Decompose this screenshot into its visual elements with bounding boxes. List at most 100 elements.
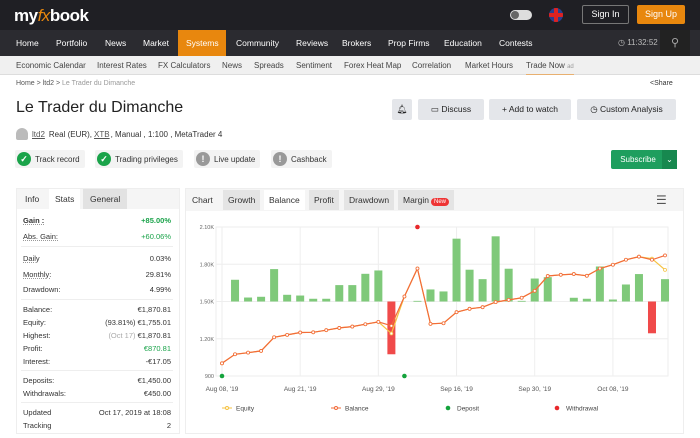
language-flag-icon[interactable] [549, 8, 563, 22]
nav-brokers[interactable]: Brokers [342, 38, 372, 48]
custom-label: Custom Analysis [599, 104, 663, 114]
badge-label: Track record [35, 154, 80, 164]
discuss-button[interactable]: ▭ Discuss [418, 99, 484, 120]
breadcrumb-home[interactable]: Home [16, 80, 35, 87]
badge-trading-privileges[interactable]: ✓ Trading privileges [95, 150, 183, 168]
daily-label[interactable]: Daily [23, 254, 40, 263]
chart-settings-icon[interactable]: ☰ [656, 193, 667, 207]
nav-market[interactable]: Market [143, 38, 169, 48]
subnav-economic-calendar[interactable]: Economic Calendar [16, 61, 86, 70]
tab-balance[interactable]: Balance [264, 190, 305, 210]
drawdown-label: Drawdown: [23, 285, 61, 294]
legend-label: Withdrawal [566, 406, 599, 413]
abs-gain-label[interactable]: Abs. Gain: [23, 232, 59, 241]
sign-in-button[interactable]: Sign In [582, 5, 629, 24]
breadcrumb-user[interactable]: ltd2 [42, 80, 54, 87]
tab-info[interactable]: Info [25, 194, 40, 204]
nav-portfolio[interactable]: Portfolio [56, 38, 88, 48]
balance-point [389, 323, 394, 328]
badge-live-update[interactable]: ! Live update [194, 150, 261, 168]
subnav-spreads[interactable]: Spreads [254, 61, 284, 70]
subnav-market-hours[interactable]: Market Hours [465, 61, 514, 70]
sign-up-button[interactable]: Sign Up [637, 5, 685, 24]
balance-chart: 900 1.20K 1.50K 1.80K 2.10K Aug 08, '19 Aug 21… [200, 224, 670, 413]
chevron-down-icon[interactable]: ⌄ [662, 150, 677, 169]
subnav-sentiment[interactable]: Sentiment [296, 61, 333, 70]
x-tick-label: Aug 21, '19 [284, 386, 317, 393]
deposits-label: Deposits: [23, 376, 55, 385]
equity-point [663, 267, 667, 272]
tab-drawdown[interactable]: Drawdown [344, 190, 395, 210]
custom-analysis-button[interactable]: ◷ Custom Analysis [577, 99, 676, 120]
balance-point [519, 295, 524, 300]
monthly-label[interactable]: Monthly: [23, 270, 52, 279]
profit-bar [270, 269, 279, 302]
subnav-heat-map[interactable]: Forex Heat Map [344, 61, 402, 70]
subnav-news[interactable]: News [222, 61, 243, 70]
logo[interactable]: myfxbook [14, 6, 89, 25]
y-tick-label: 900 [205, 374, 214, 380]
subscribe-button[interactable]: Subscribe [611, 150, 665, 169]
nav-prop-firms[interactable]: Prop Firms [388, 38, 430, 48]
notify-bell-icon[interactable]: 🔔︎ [392, 99, 412, 120]
monthly-value: 29.81% [145, 270, 171, 279]
tab-stats[interactable]: Stats [49, 189, 81, 209]
balance-point [285, 333, 290, 337]
profit-bar [491, 236, 500, 302]
nav-education[interactable]: Education [444, 38, 482, 48]
user-avatar-icon [16, 128, 28, 140]
nav-reviews[interactable]: Reviews [296, 38, 329, 48]
tab-profit[interactable]: Profit [309, 190, 339, 210]
tracking-value: 2 [166, 421, 171, 430]
tab-margin[interactable]: Margin New [398, 190, 454, 210]
deposit-marker [219, 373, 225, 379]
share-icon: < [650, 80, 655, 87]
gain-label[interactable]: Gain : [23, 216, 45, 225]
broker-link[interactable]: XTB [94, 129, 110, 139]
profit-bar [661, 279, 670, 302]
profit-bar [231, 279, 240, 302]
badge-cashback[interactable]: ! Cashback [271, 150, 332, 168]
share-button[interactable]: <Share [650, 80, 673, 87]
breadcrumb: Home > ltd2 > Le Trader du Dimanche [16, 80, 135, 87]
search-icon[interactable]: ⚲ [660, 30, 690, 56]
profit-bar [257, 296, 266, 302]
user-link[interactable]: ltd2 [32, 129, 45, 139]
legend-marker-withdrawal [554, 405, 560, 411]
tab-general[interactable]: General [83, 189, 128, 209]
withdrawals-value: €450.00 [143, 389, 171, 398]
badge-track-record[interactable]: ✓ Track record [15, 150, 85, 168]
nav-contests[interactable]: Contests [499, 38, 533, 48]
subnav-correlation[interactable]: Correlation [412, 61, 452, 70]
balance-point [571, 272, 576, 276]
nav-news[interactable]: News [105, 38, 127, 48]
clock-icon: ◷ [590, 104, 600, 114]
nav-community[interactable]: Community [236, 38, 279, 48]
x-tick-label: Aug 08, '19 [206, 386, 239, 393]
tab-growth[interactable]: Growth [223, 190, 261, 210]
equity-pct: (93.81%) [105, 318, 136, 327]
clock-time: 11:32:52 [627, 38, 658, 47]
subnav-interest-rates[interactable]: Interest Rates [97, 61, 147, 70]
legend-label: Balance [345, 406, 369, 413]
profit-bar [621, 284, 630, 302]
tab-chart[interactable]: Chart [187, 190, 218, 210]
subnav-trade-now[interactable]: Trade Now ad [526, 56, 574, 75]
x-tick-label: Aug 29, '19 [362, 386, 395, 393]
trade-now-label: Trade Now [526, 61, 565, 70]
deposits-value: €1,450.00 [137, 376, 171, 385]
abs-gain-value: +60.06% [141, 232, 171, 241]
account-info: ltd2 Real (EUR), XTB , Manual , 1:100 , … [16, 128, 222, 140]
tracking-label: Tracking [23, 421, 52, 430]
add-to-watch-button[interactable]: + Add to watch [489, 99, 571, 120]
subnav-fx-calculators[interactable]: FX Calculators [158, 61, 211, 70]
profit-bar [478, 279, 487, 302]
nav-home[interactable]: Home [16, 38, 39, 48]
sub-nav: Economic Calendar Interest Rates FX Calc… [0, 56, 700, 75]
nav-systems[interactable]: Systems [178, 30, 226, 56]
y-tick-label: 1.50K [200, 300, 215, 306]
balance-point [584, 273, 589, 278]
theme-toggle[interactable] [510, 10, 532, 20]
profit-label: Profit: [23, 344, 43, 353]
equity-value: €1,755.01 [137, 318, 171, 327]
